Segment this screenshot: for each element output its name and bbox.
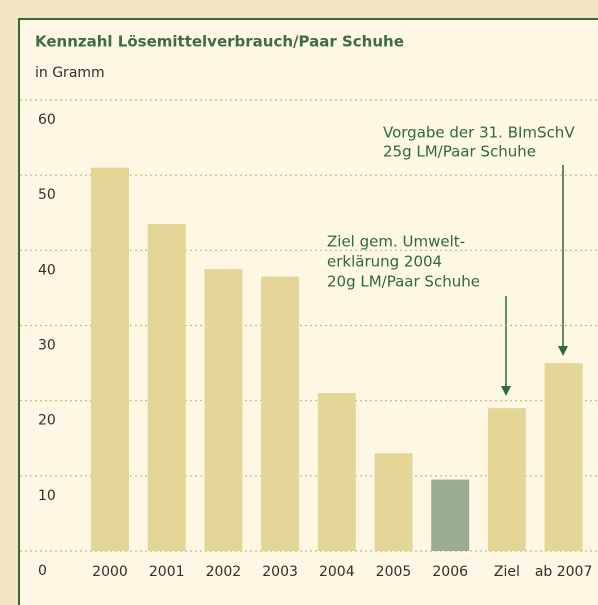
x-tick-label: 2003 [262,564,298,580]
chart-subtitle: in Gramm [35,65,105,81]
annotation-line: erklärung 2004 [327,253,442,271]
bar [91,167,129,551]
arrow-head [558,346,568,356]
x-tick-label: Ziel [494,564,520,580]
x-tick-label: 2006 [432,564,468,580]
x-tick-label: 2002 [206,564,242,580]
bar [317,393,356,551]
x-tick-label: 2004 [319,564,355,580]
bar [261,276,300,551]
annotation: Ziel gem. Umwelt-erklärung 2004 20g LM/Pa… [327,233,480,291]
y-tick-label: 50 [38,187,56,203]
annotation-line: 20g LM/Paar Schuhe [327,273,480,291]
x-tick-label: 2000 [92,564,128,580]
annotation-line: Ziel gem. Umwelt- [327,233,465,251]
bar [431,479,470,551]
y-tick-label: 0 [38,563,47,579]
bar [544,363,583,551]
bar [147,224,186,551]
y-tick-label: 30 [38,338,56,354]
y-tick-label: 20 [38,413,56,429]
x-tick-label: ab 2007 [535,564,593,580]
x-tick-label: 2001 [149,564,185,580]
annotation-line: 25g LM/Paar Schuhe [383,143,536,161]
arrow-head [501,386,511,396]
x-tick-label: 2005 [376,564,412,580]
y-tick-label: 40 [38,262,56,278]
bar [487,408,526,551]
bar [204,269,243,551]
y-tick-label: 10 [38,488,56,504]
y-tick-label: 60 [38,112,56,128]
annotation-line: Vorgabe der 31. BImSchV [383,124,575,142]
panel-border [18,18,598,605]
chart-title: Kennzahl Lösemittelverbrauch/Paar Schuhe [35,33,404,51]
bar [374,453,413,551]
